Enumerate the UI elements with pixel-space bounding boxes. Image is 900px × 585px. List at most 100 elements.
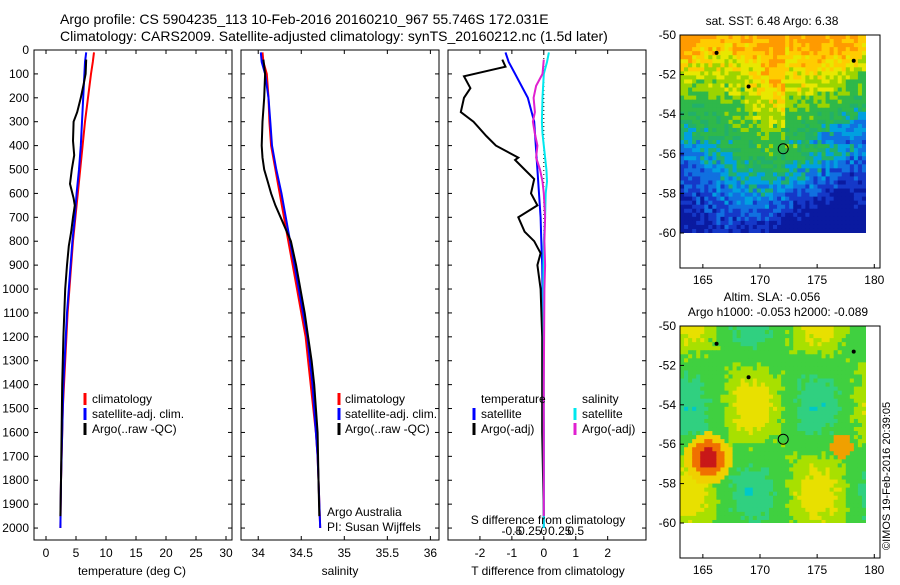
heatmap-cell [680, 418, 685, 424]
heatmap-cell [744, 431, 750, 436]
heatmap-cell [797, 459, 802, 464]
heatmap-cell [688, 422, 693, 428]
heatmap-cell [704, 47, 709, 52]
heatmap-cell [736, 443, 742, 448]
heatmap-cell [760, 382, 766, 388]
heatmap-cell [853, 79, 859, 85]
heatmap-cell [777, 208, 782, 214]
heatmap-cell [720, 180, 726, 186]
heatmap-cell [829, 358, 835, 363]
heatmap-cell [801, 459, 806, 464]
island-marker [851, 58, 856, 63]
heatmap-cell [793, 386, 798, 392]
heatmap-cell [708, 140, 713, 145]
heatmap-cell [688, 350, 693, 355]
heatmap-cell [821, 358, 827, 363]
heatmap-cell [785, 160, 790, 165]
heatmap-cell [861, 479, 866, 485]
heatmap-cell [813, 184, 819, 190]
heatmap-cell [785, 87, 790, 93]
heatmap-cell [785, 447, 790, 452]
heatmap-cell [700, 422, 705, 428]
heatmap-cell [789, 87, 794, 93]
heatmap-cell [728, 503, 734, 509]
sla-heatmap [680, 326, 866, 523]
heatmap-cell [857, 172, 863, 178]
heatmap-cell [861, 212, 866, 218]
heatmap-cell [736, 220, 742, 226]
heatmap-cell [853, 435, 859, 440]
heatmap-cell [704, 148, 709, 153]
heatmap-cell [773, 95, 778, 101]
heatmap-cell [845, 176, 851, 182]
heatmap-cell [732, 499, 738, 505]
heatmap-cell [825, 386, 831, 392]
heatmap-cell [797, 443, 802, 448]
heatmap-cell [756, 358, 762, 363]
heatmap-cell [712, 418, 717, 424]
heatmap-cell [704, 63, 709, 68]
heatmap-cell [716, 67, 722, 72]
heatmap-cell [752, 499, 758, 505]
heatmap-cell [797, 212, 802, 218]
heatmap-cell [833, 216, 839, 222]
heatmap-cell [704, 479, 709, 485]
heatmap-cell [849, 362, 855, 368]
heatmap-cell [861, 511, 866, 517]
heatmap-cell [752, 115, 758, 121]
heatmap-cell [809, 503, 815, 509]
heatmap-cell [829, 342, 835, 347]
heatmap-cell [781, 204, 786, 210]
heatmap-cell [813, 152, 819, 157]
heatmap-cell [857, 136, 863, 141]
heatmap-cell [724, 390, 730, 396]
heatmap-cell [845, 220, 851, 226]
heatmap-cell [813, 350, 819, 355]
heatmap-cell [821, 334, 827, 339]
heatmap-cell [688, 487, 693, 493]
heatmap-cell [837, 451, 843, 456]
heatmap-cell [708, 91, 713, 97]
heatmap-cell [773, 422, 778, 428]
heatmap-cell [849, 382, 855, 388]
heatmap-cell [732, 140, 738, 145]
heatmap-cell [801, 123, 806, 129]
heatmap-cell [853, 131, 859, 137]
heatmap-cell [857, 140, 863, 145]
heatmap-cell [849, 467, 855, 473]
heatmap-cell [740, 338, 746, 343]
heatmap-cell [680, 479, 685, 485]
heatmap-cell [700, 224, 705, 230]
heatmap-cell [724, 366, 730, 372]
heatmap-cell [744, 406, 750, 412]
heatmap-cell [825, 140, 831, 145]
heatmap-cell [756, 487, 762, 493]
heatmap-cell [744, 402, 750, 408]
heatmap-cell [845, 471, 851, 477]
heatmap-cell [700, 180, 705, 186]
heatmap-cell [817, 164, 823, 169]
heatmap-cell [728, 95, 734, 101]
heatmap-cell [692, 47, 697, 52]
heatmap-cell [696, 431, 701, 436]
heatmap-cell [853, 487, 859, 493]
heatmap-cell [728, 180, 734, 186]
heatmap-cell [764, 338, 770, 343]
heatmap-cell [821, 91, 827, 97]
heatmap-cell [752, 95, 758, 101]
heatmap-cell [756, 491, 762, 497]
float-position-marker [777, 143, 789, 155]
heatmap-cell [785, 224, 790, 230]
heatmap-cell [789, 475, 794, 481]
heatmap-cell [756, 91, 762, 97]
heatmap-cell [853, 394, 859, 400]
heatmap-cell [789, 79, 794, 85]
heatmap-cell [785, 431, 790, 436]
heatmap-cell [736, 471, 742, 477]
heatmap-cell [760, 216, 766, 222]
heatmap-cell [821, 410, 827, 416]
heatmap-cell [760, 519, 766, 523]
heatmap-cell [716, 216, 722, 222]
heatmap-cell [837, 67, 843, 72]
heatmap-cell [781, 326, 786, 331]
